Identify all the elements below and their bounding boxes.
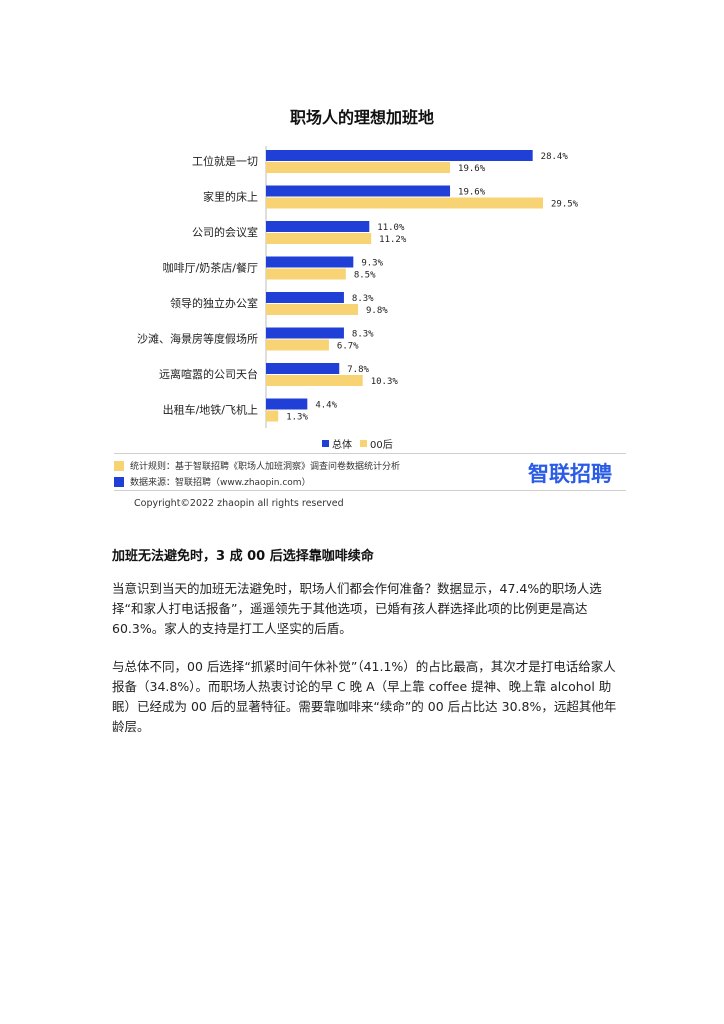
- category-label: 工位就是一切: [192, 154, 258, 168]
- chart-title: 职场人的理想加班地: [289, 108, 434, 127]
- bar-00s: [266, 162, 451, 173]
- source-color-square: [114, 476, 124, 487]
- data-label: 8.3%: [352, 330, 374, 340]
- bar-00s: [266, 197, 543, 209]
- data-label: 19.6%: [458, 188, 486, 198]
- data-label: 9.3%: [361, 259, 383, 269]
- bar-total: [266, 327, 344, 339]
- article-heading: 加班无法避免时，3 成 00 后选择靠咖啡续命: [112, 549, 374, 564]
- category-label: 家里的床上: [203, 190, 258, 204]
- bar-00s: [266, 304, 359, 315]
- zhaopin-logo: 智联招聘: [528, 462, 612, 486]
- footer-divider-bottom: [114, 490, 626, 491]
- category-label: 出租车/地铁/飞机上: [163, 403, 258, 417]
- chart-legend: 总体 00后: [322, 436, 393, 451]
- bar-total: [266, 221, 370, 232]
- legend-item-total: 总体: [322, 436, 352, 451]
- data-label: 4.4%: [315, 401, 337, 411]
- bar-total: [266, 363, 340, 374]
- category-label: 公司的会议室: [192, 225, 258, 239]
- data-label: 1.3%: [286, 413, 308, 423]
- footer-rule-row: 统计规则：基于智联招聘《职场人加班洞察》调查问卷数据统计分析: [114, 459, 400, 472]
- data-label: 28.4%: [541, 152, 569, 162]
- legend-swatch-00s: [360, 440, 367, 447]
- category-label: 领导的独立办公室: [170, 296, 258, 310]
- data-label: 8.3%: [352, 294, 374, 304]
- bar-total: [266, 256, 354, 268]
- bar-00s: [266, 410, 279, 422]
- legend-label-total: 总体: [332, 440, 352, 451]
- article-paragraph-2: 与总体不同，00 后选择“抓紧时间午休补觉”（41.1%）的占比最高，其次才是打…: [112, 659, 617, 734]
- bar-total: [266, 398, 308, 410]
- source-text: 数据来源：智联招聘（www.zhaopin.com）: [130, 478, 311, 488]
- data-label: 19.6%: [458, 164, 486, 174]
- category-label: 沙滩、海景房等度假场所: [137, 332, 258, 346]
- bar-total: [266, 150, 533, 161]
- category-label: 咖啡厅/奶茶店/餐厅: [163, 261, 258, 275]
- legend-label-00s: 00后: [370, 440, 393, 451]
- copyright-text: Copyright©2022 zhaopin all rights reserv…: [134, 498, 344, 509]
- bar-total: [266, 185, 451, 197]
- article-paragraph-1: 当意识到当天的加班无法避免时，职场人们都会作何准备？数据显示，47.4%的职场人…: [112, 581, 602, 636]
- category-label: 远离喧嚣的公司天台: [159, 367, 258, 381]
- data-label: 10.3%: [371, 377, 399, 387]
- data-label: 11.0%: [377, 223, 405, 233]
- footer-source-row: 数据来源：智联招聘（www.zhaopin.com）: [114, 475, 311, 488]
- bar-total: [266, 292, 344, 303]
- bar-00s: [266, 339, 329, 351]
- data-label: 11.2%: [379, 235, 407, 245]
- legend-swatch-total: [322, 440, 329, 447]
- bar-00s: [266, 268, 346, 280]
- data-label: 29.5%: [551, 200, 579, 210]
- bar-00s: [266, 375, 363, 386]
- data-label: 8.5%: [354, 271, 376, 281]
- legend-item-00s: 00后: [360, 436, 393, 451]
- rule-color-square: [114, 460, 124, 471]
- rule-text: 统计规则：基于智联招聘《职场人加班洞察》调查问卷数据统计分析: [130, 462, 401, 472]
- data-label: 6.7%: [337, 342, 359, 352]
- bar-chart: 工位就是一切 28.4% 19.6% 家里的床上 19.6% 29.5% 公司的会议室 11.…: [137, 146, 579, 428]
- footer-divider-top: [114, 453, 626, 454]
- bar-00s: [266, 233, 372, 244]
- data-label: 7.8%: [347, 365, 369, 375]
- data-label: 9.8%: [366, 306, 388, 316]
